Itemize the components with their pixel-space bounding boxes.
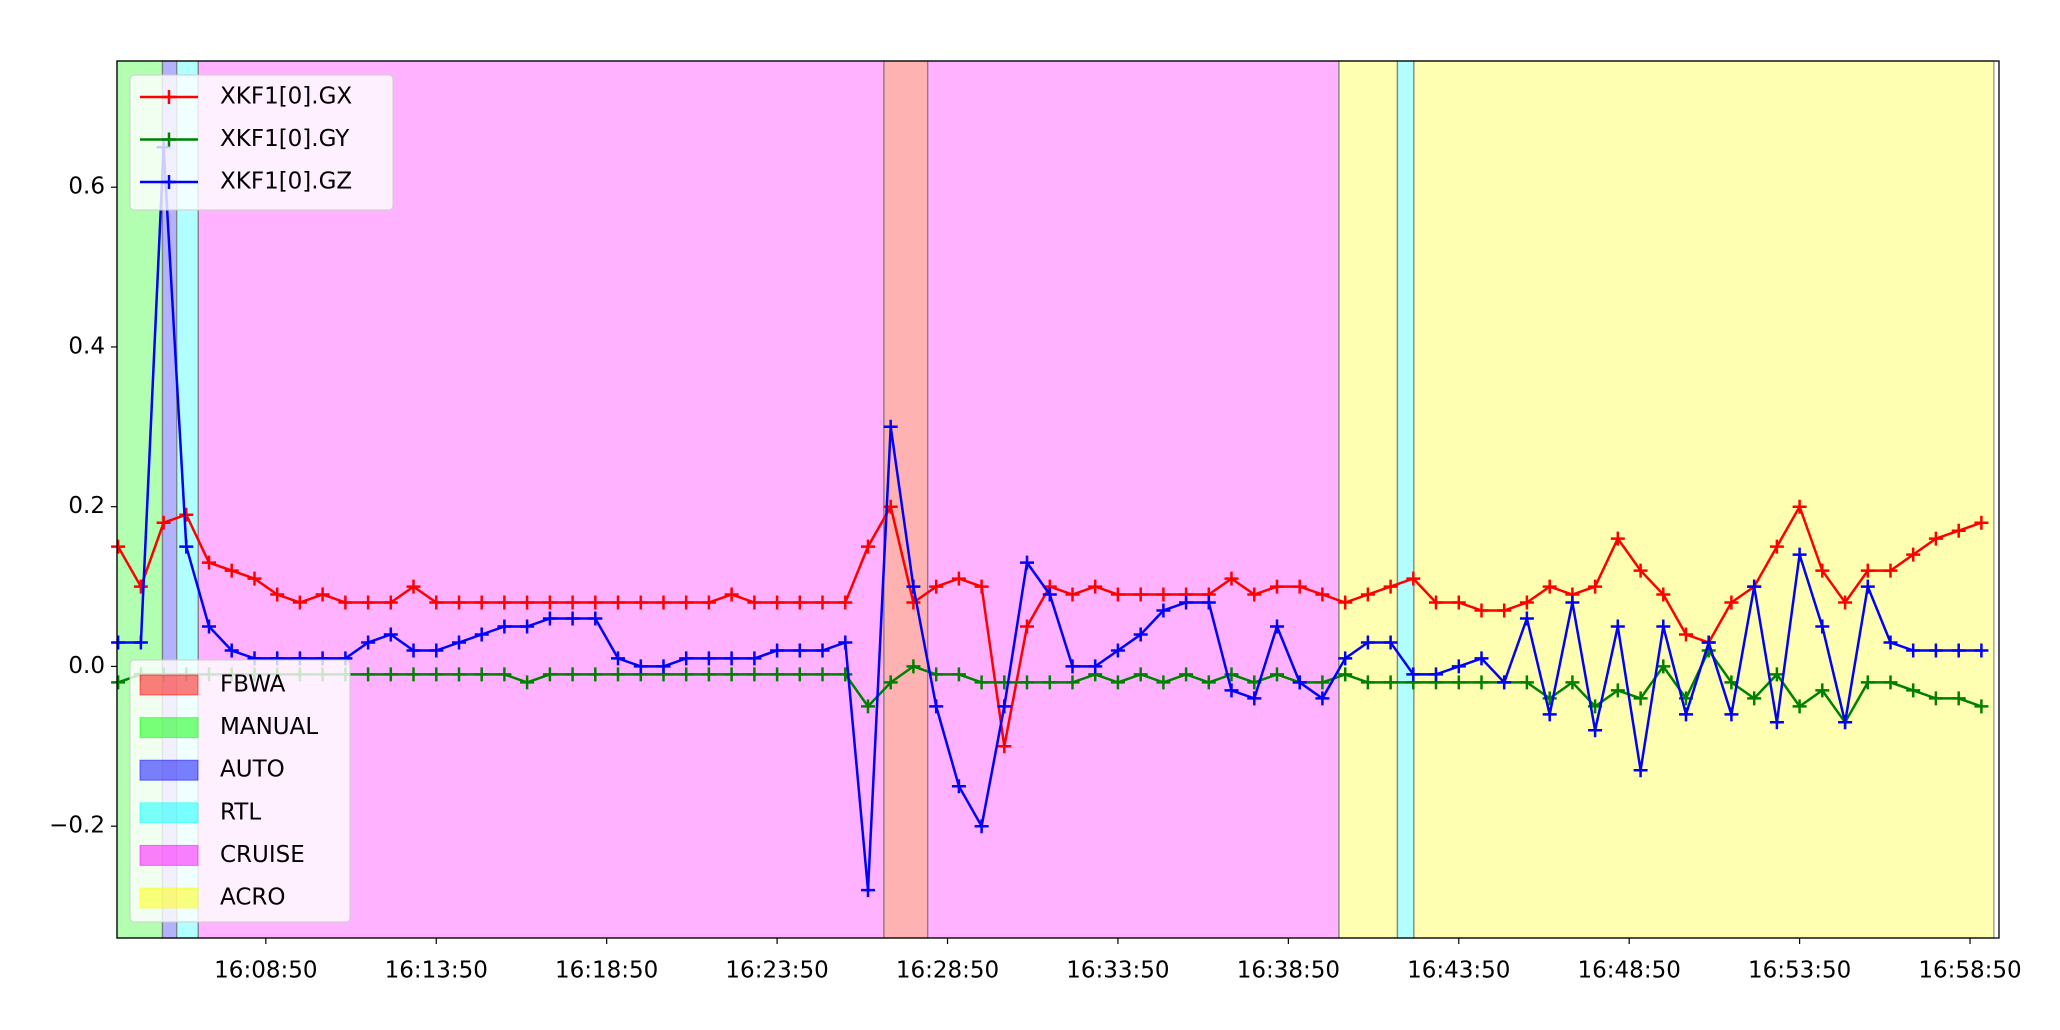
- legend-label: XKF1[0].GZ: [220, 169, 352, 195]
- mode-legend-patch: [139, 759, 199, 781]
- x-tick-label: 16:23:50: [725, 958, 828, 984]
- mode-band: [926, 60, 1340, 939]
- legend-label: XKF1[0].GX: [220, 84, 352, 110]
- legend-box: [129, 74, 394, 211]
- x-tick-label: 16:08:50: [214, 958, 317, 984]
- x-tick-label: 16:43:50: [1407, 958, 1510, 984]
- y-tick-label: 0.4: [68, 333, 105, 359]
- legend-marker: [162, 90, 176, 104]
- mode-legend-patch: [139, 717, 199, 739]
- x-tick-label: 16:48:50: [1578, 958, 1681, 984]
- x-tick-label: 16:28:50: [896, 958, 999, 984]
- mode-bands: [116, 60, 1995, 939]
- series-line: [111, 140, 1989, 898]
- y-tick-label: 0.2: [68, 493, 105, 519]
- x-tick-label: 16:58:50: [1918, 958, 2021, 984]
- mode-legend-box: [129, 659, 351, 923]
- mode-legend-patch: [139, 802, 199, 824]
- mode-band: [1413, 60, 1995, 939]
- mode-legend-label: FBWA: [220, 672, 286, 698]
- x-tick-label: 16:33:50: [1066, 958, 1169, 984]
- legend-marker: [162, 132, 176, 147]
- y-tick-label: 0.0: [68, 653, 105, 679]
- axes-frame: [116, 60, 2000, 939]
- x-tick-label: 16:38:50: [1237, 958, 1340, 984]
- legend-marker: [162, 175, 176, 189]
- x-tick-label: 16:18:50: [555, 958, 658, 984]
- mode-legend-patch: [139, 674, 199, 696]
- legend-label: XKF1[0].GY: [220, 126, 350, 152]
- plot-area: [111, 140, 1989, 898]
- mode-legend-patch: [139, 887, 199, 909]
- mode-legend-label: MANUAL: [220, 714, 318, 740]
- mode-legend-label: AUTO: [220, 757, 285, 783]
- x-tick-label: 16:53:50: [1748, 958, 1851, 984]
- mode-legend-label: CRUISE: [220, 842, 305, 868]
- mode-legend-label: RTL: [220, 799, 261, 825]
- mode-band: [1396, 60, 1415, 939]
- mode-legend-label: ACRO: [220, 885, 285, 911]
- mode-legend-patch: [139, 844, 199, 866]
- mode-band: [883, 60, 929, 939]
- legends: XKF1[0].GX XKF1[0].GY XKF1[0].GZ FBWA MANUAL…: [129, 74, 394, 923]
- axes: −0.2 0.0 0.2 0.4 0.6 16:08:50 16:13:50 16:18:50…: [49, 60, 2022, 984]
- y-tick-label: −0.2: [49, 813, 105, 839]
- mode-band: [1338, 60, 1399, 939]
- y-tick-label: 0.6: [68, 174, 105, 200]
- x-tick-label: 16:13:50: [385, 958, 488, 984]
